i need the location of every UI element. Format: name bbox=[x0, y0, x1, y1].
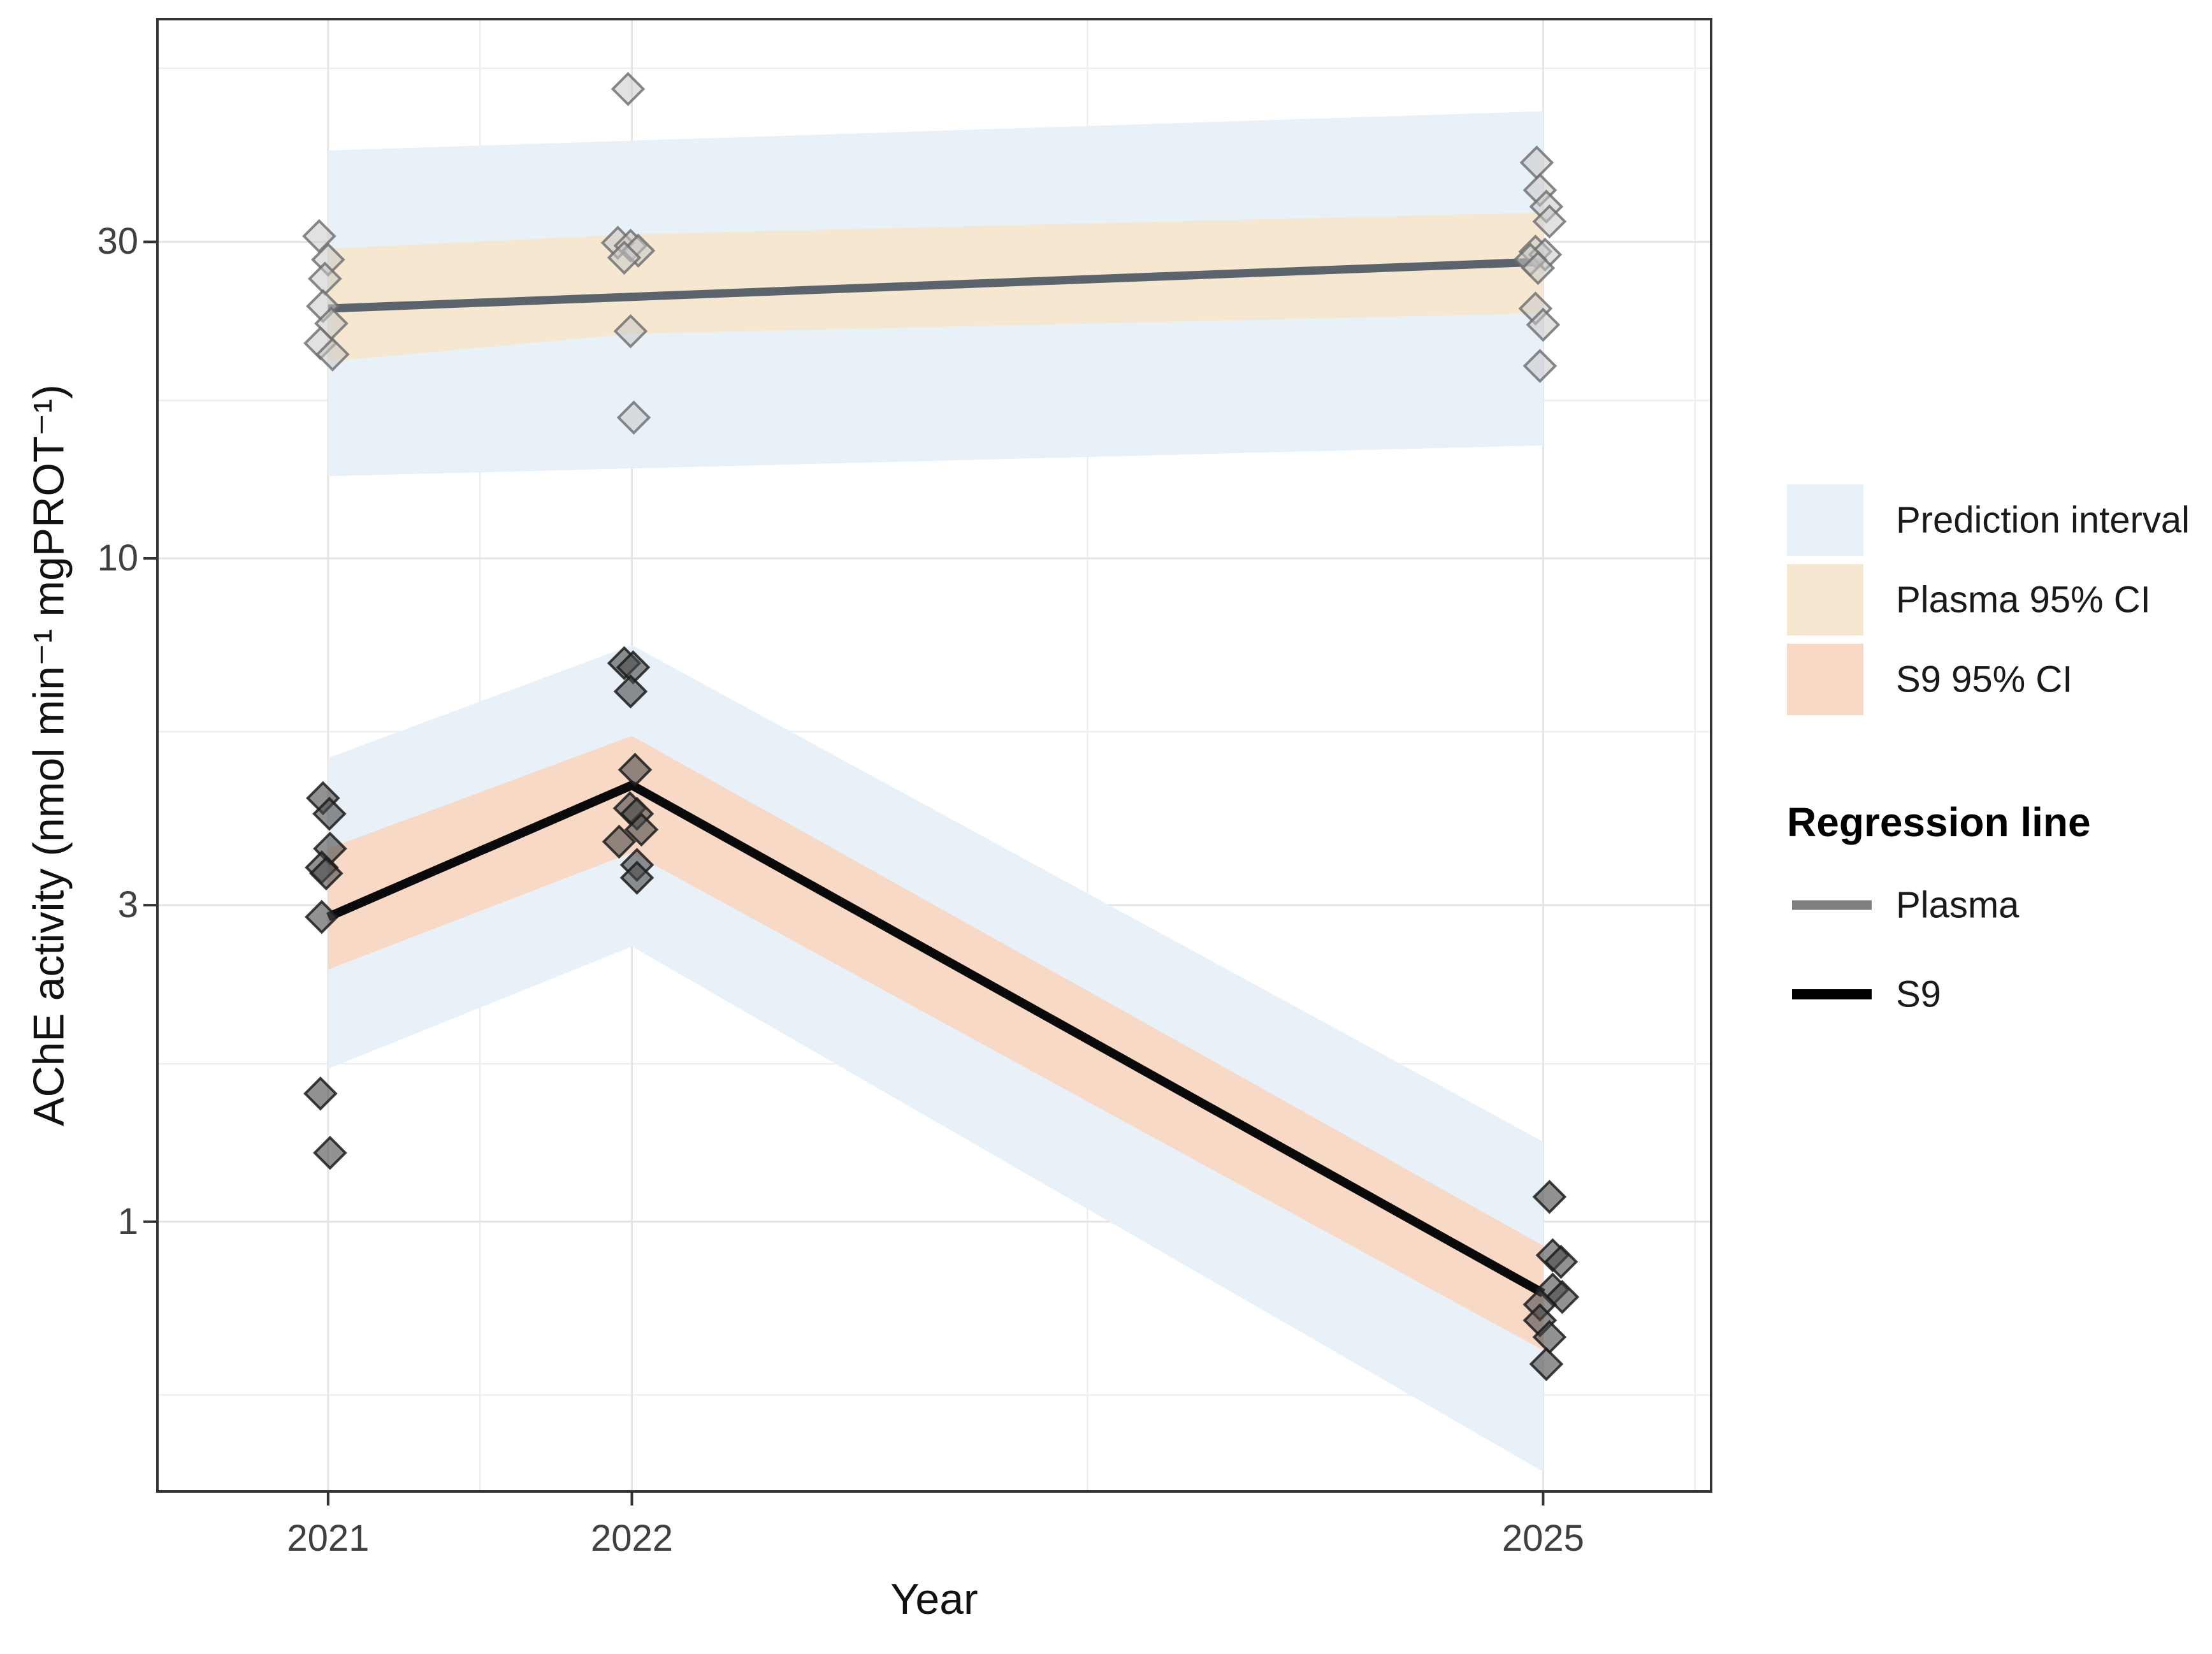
x-tick-label: 2025 bbox=[1501, 1518, 1584, 1559]
legend-label-plasma: Plasma bbox=[1896, 884, 2020, 926]
points-plasma-observations bbox=[302, 71, 1567, 435]
panel-border bbox=[156, 18, 1712, 1493]
data-point bbox=[619, 860, 654, 895]
x-axis-title: Year bbox=[890, 1575, 978, 1623]
data-point bbox=[1532, 204, 1567, 239]
points-s9-observations bbox=[303, 646, 1580, 1381]
regression-lines bbox=[326, 258, 1545, 1298]
data-point bbox=[1532, 1179, 1567, 1214]
s9-line-swatch bbox=[1792, 989, 1872, 999]
y-tick-label: 10 bbox=[97, 537, 138, 579]
s9-ci-swatch bbox=[1787, 644, 1863, 715]
plasma-line-swatch bbox=[1792, 900, 1872, 910]
data-point bbox=[309, 856, 343, 891]
legend-label-prediction-interval: Prediction interval bbox=[1896, 499, 2190, 541]
plasma-ci-swatch bbox=[1787, 564, 1863, 635]
data-point bbox=[1521, 250, 1556, 286]
data-point bbox=[616, 400, 651, 435]
data-point bbox=[1526, 307, 1561, 342]
legend-label-s9-ci: S9 95% CI bbox=[1896, 658, 2073, 700]
data-point bbox=[315, 337, 350, 372]
data-point bbox=[312, 796, 347, 831]
x-tick-label: 2021 bbox=[287, 1518, 370, 1559]
y-tick-label: 3 bbox=[117, 884, 138, 926]
y-tick-label: 30 bbox=[97, 221, 138, 263]
data-point bbox=[1522, 349, 1558, 383]
data-point bbox=[624, 812, 659, 847]
data-point bbox=[1545, 1280, 1580, 1314]
legend-label-plasma-ci: Plasma 95% CI bbox=[1896, 579, 2151, 621]
data-point bbox=[1543, 1244, 1579, 1279]
x-tick-label: 2022 bbox=[590, 1518, 674, 1559]
data-point bbox=[607, 240, 642, 275]
data-point bbox=[303, 1076, 338, 1111]
legend-title-regression-line: Regression line bbox=[1787, 799, 2091, 845]
data-point bbox=[613, 674, 648, 709]
data-point bbox=[305, 899, 339, 934]
data-point bbox=[302, 219, 336, 254]
regression-line-plasma bbox=[328, 258, 1543, 313]
data-point bbox=[611, 71, 646, 106]
data-point bbox=[313, 1135, 347, 1170]
y-tick-label: 1 bbox=[117, 1200, 138, 1242]
regression-line-s9 bbox=[326, 780, 1545, 1298]
legend-label-s9: S9 bbox=[1896, 973, 1941, 1015]
data-point bbox=[618, 752, 653, 787]
prediction-interval-swatch bbox=[1787, 484, 1863, 556]
data-point bbox=[613, 314, 648, 349]
axis-tick-marks bbox=[143, 240, 1545, 1505]
y-axis-title: AChE activity (nmol min⁻¹ mgPROT⁻¹) bbox=[24, 384, 73, 1126]
data-point bbox=[602, 824, 637, 859]
data-point bbox=[1529, 1347, 1564, 1381]
